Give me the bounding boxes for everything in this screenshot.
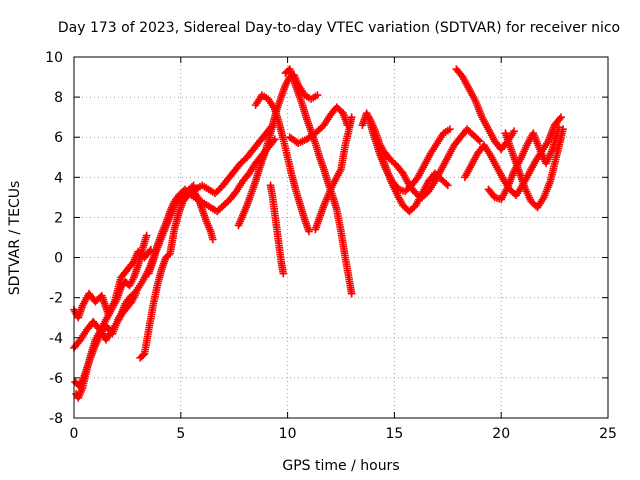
y-tick-label: -8 [49, 411, 63, 427]
x-tick-label: 5 [176, 426, 185, 442]
series-arc20 [501, 125, 567, 212]
data-point [444, 181, 452, 190]
y-axis-label: SDTVAR / TECUs [7, 181, 23, 296]
data-point [305, 227, 313, 236]
y-tick-labels: -8 -6 -4 -2 0 2 4 6 8 10 [45, 50, 63, 427]
y-tick-label: -4 [49, 331, 63, 347]
data-point [343, 121, 352, 129]
y-tick-label: 2 [54, 210, 63, 226]
plot-frame [73, 56, 609, 419]
y-tick-label: 4 [54, 170, 63, 186]
data-point [142, 231, 151, 240]
y-tick-label: 6 [54, 130, 63, 146]
x-tick-label: 0 [70, 426, 79, 442]
data-point [347, 289, 356, 298]
data-point [347, 113, 356, 121]
x-tick-label: 10 [279, 426, 297, 442]
data-point [476, 137, 484, 146]
x-axis-label: GPS time / hours [282, 458, 399, 474]
data-point [279, 269, 288, 278]
series-arc10 [266, 181, 288, 278]
x-tick-labels: 0 5 10 15 20 25 [70, 426, 617, 442]
data-point [132, 289, 140, 298]
series-arc13 [285, 103, 352, 148]
series-arc16 [364, 113, 454, 196]
axis-ticks [73, 56, 609, 419]
x-tick-label: 15 [385, 426, 403, 442]
series-arc5 [136, 121, 277, 362]
y-tick-label: 10 [45, 50, 63, 66]
y-tick-label: -6 [49, 371, 63, 387]
series-arc9 [251, 91, 313, 236]
y-tick-label: 8 [54, 90, 63, 106]
chart-title: Day 173 of 2023, Sidereal Day-to-day VTE… [58, 20, 620, 36]
data-point [446, 125, 454, 133]
data-point [270, 135, 279, 144]
y-tick-label: -2 [49, 291, 63, 307]
data-points [70, 65, 567, 402]
data-point [510, 127, 518, 136]
x-tick-label: 20 [492, 426, 510, 442]
data-point [555, 123, 563, 131]
series-arc8 [234, 71, 322, 230]
x-tick-label: 25 [599, 426, 617, 442]
data-point [209, 235, 217, 244]
series-arc7 [189, 187, 217, 244]
data-point [313, 91, 322, 99]
series-arc18 [461, 113, 565, 200]
series-arc4 [71, 289, 140, 390]
y-tick-label: 0 [54, 251, 63, 267]
data-point [557, 113, 565, 121]
data-point [559, 125, 567, 133]
